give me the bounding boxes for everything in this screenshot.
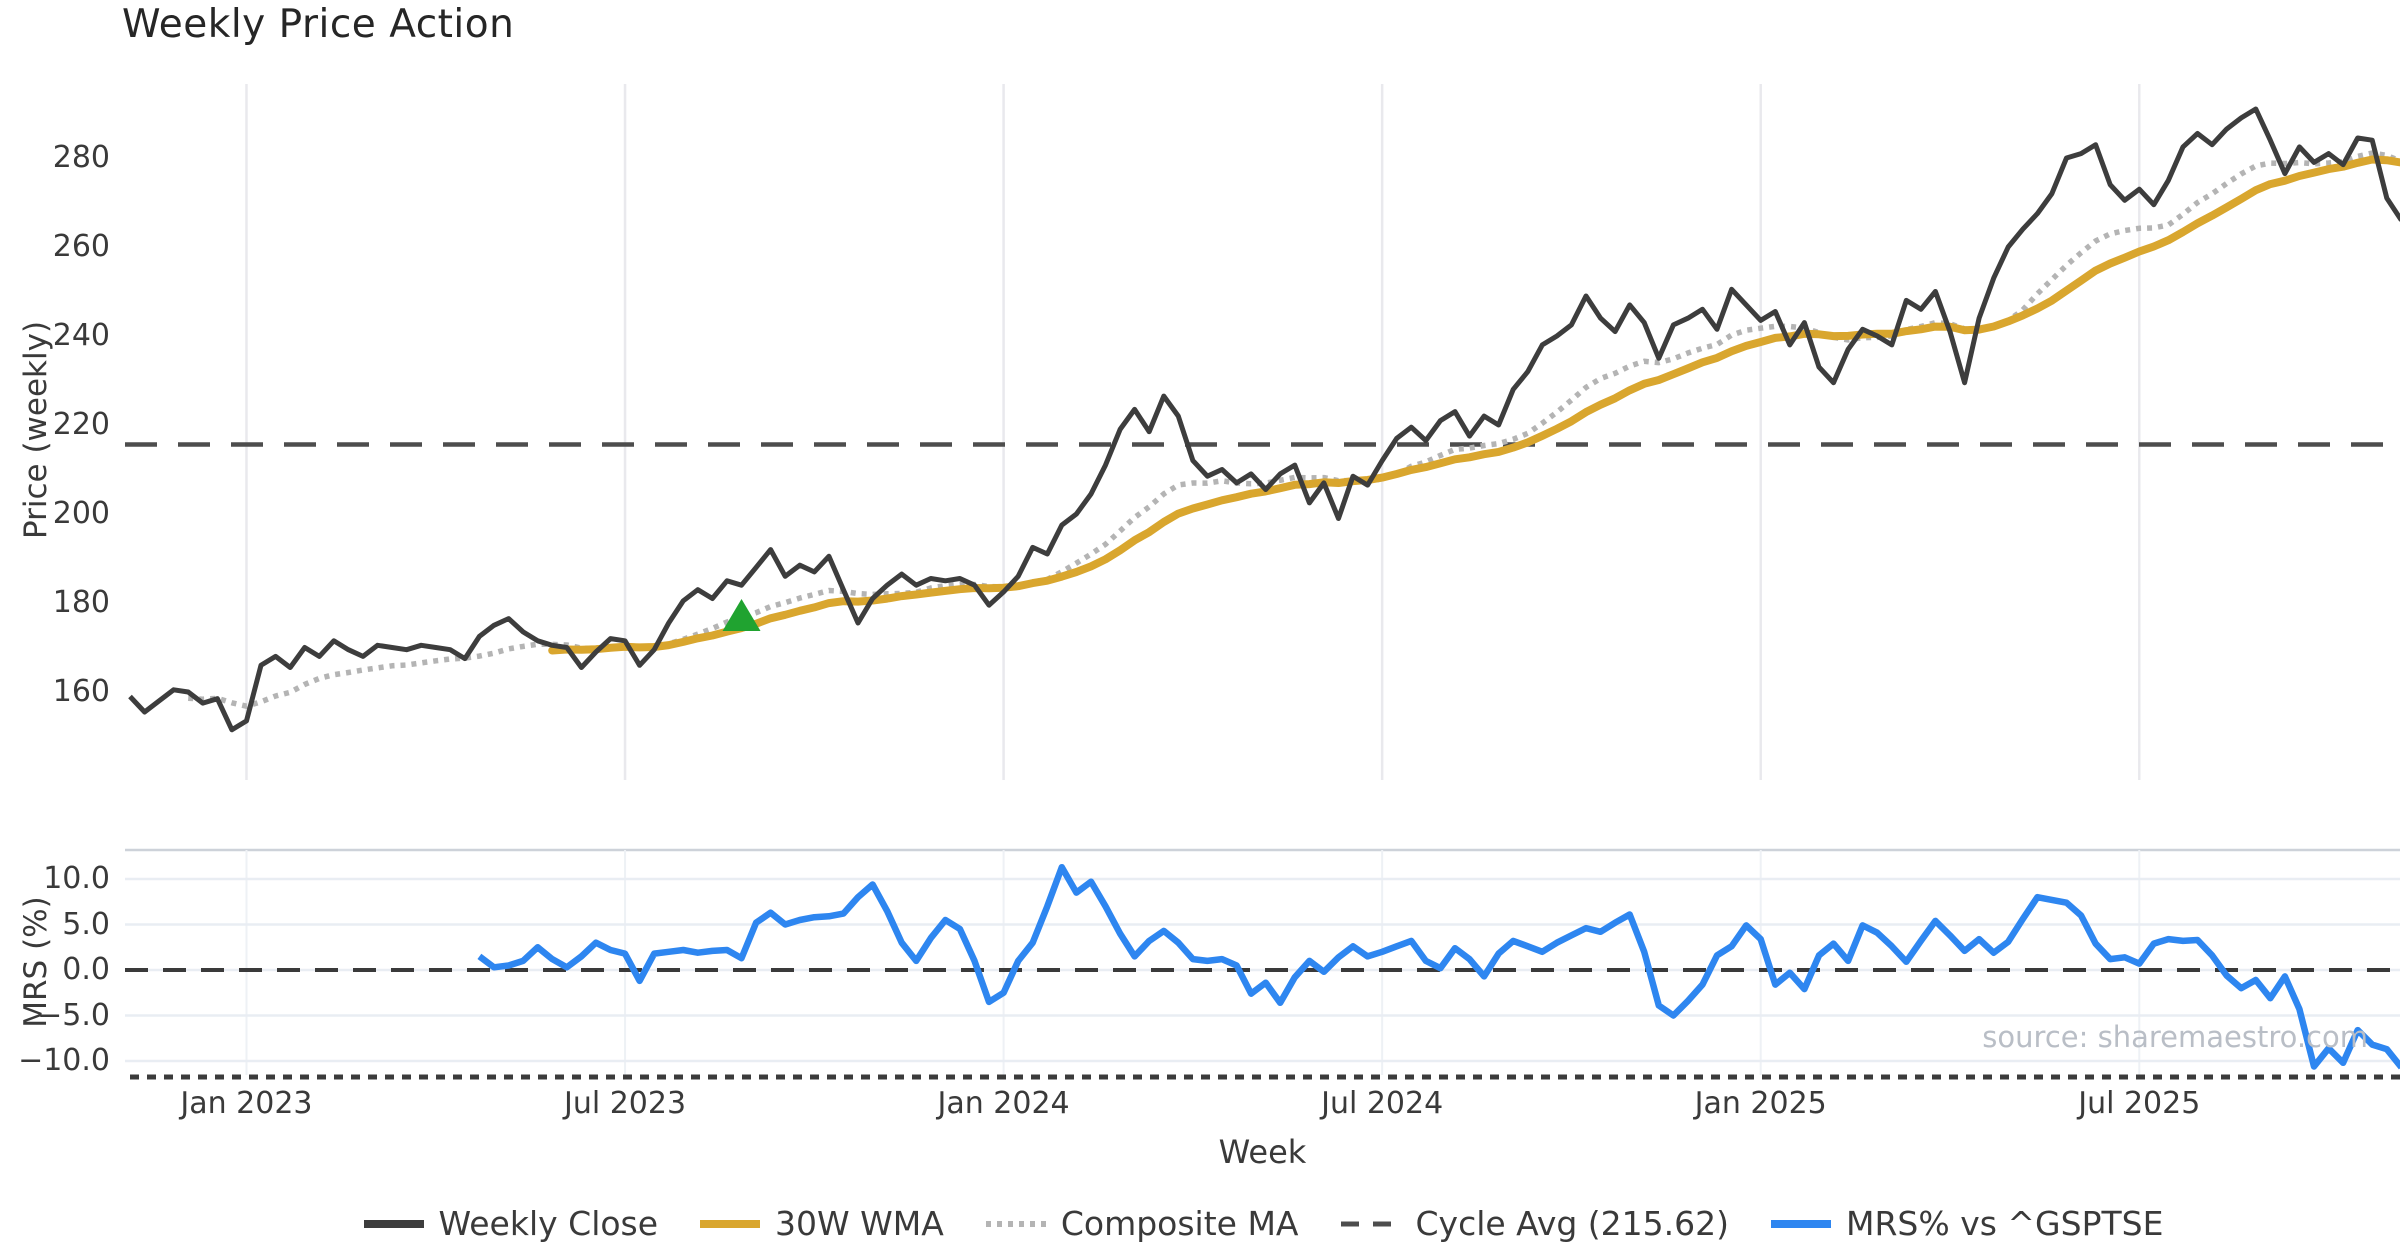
mrs-tick-label: 0.0: [62, 952, 110, 987]
mrs-tick-label: −5.0: [37, 997, 110, 1033]
legend: Weekly Close 30W WMA Composite MA Cycle Avg…: [125, 1204, 2400, 1243]
legend-swatch-dotted-icon: [985, 1220, 1046, 1227]
source-note: source: sharemaestro.com: [1982, 1020, 2368, 1054]
price-tick-label: 180: [52, 585, 110, 620]
legend-swatch-dashed-icon: [1340, 1221, 1401, 1226]
x-tick-label: Jul 2023: [563, 1086, 687, 1121]
price-tick-label: 200: [52, 496, 110, 531]
legend-label: MRS% vs ^GSPTSE: [1846, 1204, 2164, 1243]
x-axis-label: Week: [1218, 1133, 1307, 1171]
legend-item: MRS% vs ^GSPTSE: [1769, 1204, 2163, 1243]
legend-label: Composite MA: [1060, 1204, 1299, 1243]
legend-swatch-solid-icon: [1771, 1219, 1831, 1228]
legend-item: Cycle Avg (215.62): [1339, 1204, 1730, 1243]
wma-line: [548, 155, 2400, 655]
x-tick-label: Jan 2023: [180, 1086, 313, 1121]
price-tick-label: 240: [52, 318, 110, 353]
price-tick-label: 160: [52, 674, 110, 709]
composite-ma-line: [188, 150, 2400, 709]
mrs-tick-label: 5.0: [62, 906, 110, 942]
x-tick-label: Jul 2024: [1321, 1086, 1444, 1121]
weekly-close-line: [128, 106, 2400, 733]
chart-title: Weekly Price Action: [122, 2, 515, 47]
price-tick-label: 220: [52, 407, 110, 442]
buy-signal-marker: [722, 599, 761, 632]
price-tick-label: 260: [52, 229, 110, 264]
price-tick-label: 280: [52, 140, 110, 175]
legend-label: 30W WMA: [775, 1204, 944, 1243]
mrs-tick-label: 10.0: [43, 861, 110, 896]
x-tick-label: Jan 2024: [937, 1086, 1070, 1121]
mrs-line: [477, 863, 2400, 1070]
legend-swatch-solid-icon: [363, 1219, 424, 1228]
legend-item: Composite MA: [984, 1204, 1299, 1243]
legend-swatch-solid-icon: [700, 1219, 761, 1228]
legend-label: Cycle Avg (215.62): [1415, 1204, 1730, 1243]
legend-label: Weekly Close: [438, 1204, 659, 1243]
mrs-tick-label: −10.0: [18, 1043, 110, 1078]
x-tick-label: Jul 2025: [2078, 1086, 2201, 1121]
legend-item: 30W WMA: [698, 1204, 944, 1243]
legend-item: Weekly Close: [362, 1204, 659, 1243]
x-tick-label: Jan 2025: [1694, 1086, 1827, 1121]
